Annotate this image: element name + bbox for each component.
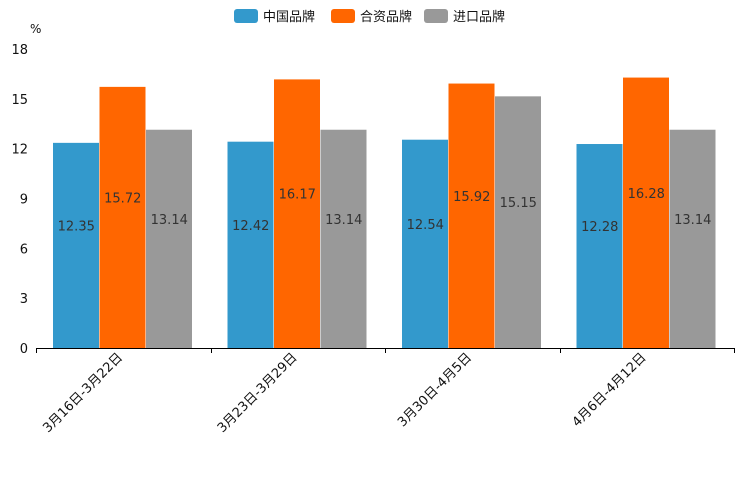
- bar-3-3[interactable]: [495, 96, 541, 348]
- x-tick-label-3: 3月30日-4月5日: [395, 350, 475, 430]
- data-label-2-2: 16.17: [279, 188, 316, 203]
- data-label-3-3: 15.15: [500, 196, 537, 211]
- bar-2-2[interactable]: [274, 79, 320, 349]
- bar-1-2[interactable]: [227, 141, 274, 348]
- data-label-3-2: 13.14: [325, 213, 362, 228]
- data-label-2-1: 15.72: [104, 191, 141, 206]
- data-label-1-2: 12.42: [232, 219, 269, 234]
- legend-label-2[interactable]: 合资品牌: [360, 9, 412, 25]
- legend-label-3[interactable]: 进口品牌: [453, 9, 505, 25]
- x-tick-label-4: 4月6日-4月12日: [570, 350, 650, 430]
- data-label-1-3: 12.54: [407, 218, 444, 233]
- data-label-3-1: 13.14: [151, 213, 188, 228]
- bar-3-2[interactable]: [320, 129, 367, 348]
- legend-swatch-3[interactable]: [424, 9, 448, 23]
- bar-3-4[interactable]: [669, 129, 716, 348]
- data-label-2-4: 16.28: [628, 187, 665, 202]
- bar-3-1[interactable]: [146, 129, 192, 348]
- y-tick-label-18: 18: [11, 43, 28, 58]
- bar-2-4[interactable]: [623, 77, 669, 349]
- x-tick-label-2: 3月23日-3月29日: [215, 350, 301, 436]
- bars: [53, 77, 716, 349]
- y-tick-label-12: 12: [11, 143, 28, 158]
- legend-swatch-1[interactable]: [234, 9, 258, 23]
- legend: 中国品牌 合资品牌 进口品牌: [234, 9, 505, 25]
- data-labels: 12.35 15.72 13.14 12.42 16.17 13.14 12.54 15.92…: [58, 187, 712, 235]
- x-axis: 3月16日-3月22日 3月23日-3月29日 3月30日-4月5日 4月6日-4月1…: [36, 348, 735, 436]
- y-axis-unit-label: %: [30, 22, 41, 36]
- y-axis: 0 3 6 9 12 15 18: [11, 43, 28, 357]
- y-tick-label-9: 9: [20, 193, 28, 208]
- bar-2-3[interactable]: [448, 83, 495, 348]
- legend-swatch-2[interactable]: [331, 9, 355, 23]
- bar-1-1[interactable]: [53, 142, 99, 348]
- x-tick-label-1: 3月16日-3月22日: [40, 350, 126, 436]
- bar-2-1[interactable]: [99, 86, 146, 348]
- y-tick-label-0: 0: [20, 342, 28, 357]
- legend-label-1[interactable]: 中国品牌: [263, 9, 315, 25]
- bar-1-3[interactable]: [402, 139, 448, 348]
- y-tick-label-15: 15: [11, 93, 28, 108]
- y-tick-label-3: 3: [20, 292, 28, 307]
- bar-1-4[interactable]: [576, 144, 623, 348]
- data-label-3-4: 13.14: [674, 213, 711, 228]
- data-label-1-1: 12.35: [58, 219, 95, 234]
- data-label-1-4: 12.28: [581, 220, 618, 235]
- data-label-2-3: 15.92: [453, 190, 490, 205]
- y-tick-label-6: 6: [20, 242, 28, 257]
